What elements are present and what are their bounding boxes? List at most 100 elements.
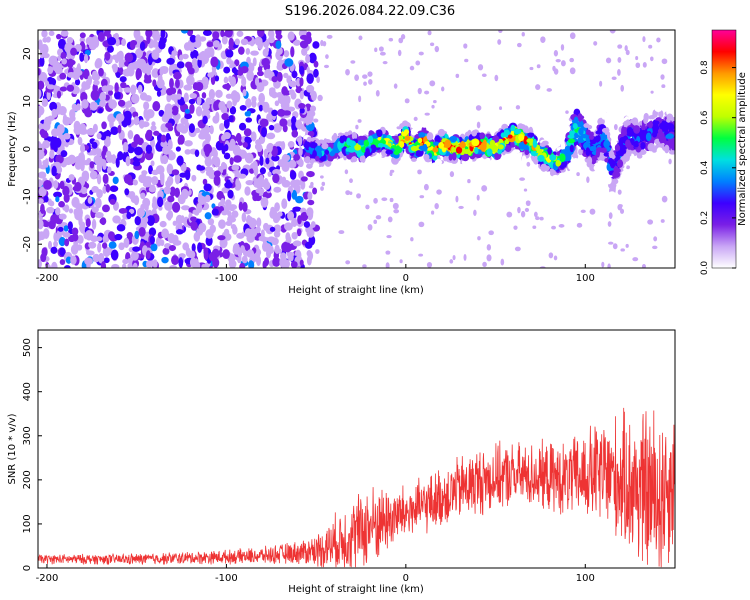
spectrogram-cell	[192, 209, 199, 215]
spectrogram-cell	[244, 136, 250, 144]
spectrogram-cell	[660, 219, 665, 223]
spectrogram-cell	[126, 65, 133, 73]
spectrogram-cell	[188, 123, 195, 134]
spectrogram-cell	[123, 237, 130, 249]
spectrogram-cell	[135, 68, 142, 79]
spectrogram-cell	[55, 233, 60, 241]
spectrogram-cell	[410, 145, 419, 152]
spectrogram-cell	[599, 80, 603, 87]
spectrogram-cell	[300, 176, 308, 182]
spectrogram-cell	[171, 255, 179, 266]
spectrogram-cell	[449, 135, 458, 143]
spectrogram-cell	[652, 130, 658, 138]
spectrogram-cell	[226, 100, 233, 109]
spectrogram-cell	[576, 172, 580, 177]
spectrogram-cell	[310, 181, 314, 187]
spectrogram-cell	[349, 191, 353, 196]
spectrogram-cell	[626, 165, 631, 170]
spectrogram-cell	[64, 265, 71, 268]
spectrogram-cell	[151, 68, 160, 79]
spectrogram-cell	[38, 149, 45, 160]
y-tick-label: 20	[22, 47, 33, 60]
spectrogram-cell	[424, 112, 430, 116]
spectrogram-cell	[74, 181, 82, 192]
spectrogram-cell	[578, 148, 583, 156]
spectrogram-cell	[218, 219, 226, 229]
spectrogram-cell	[418, 132, 426, 138]
spectrogram-cell	[281, 90, 291, 96]
spectrogram-cell	[656, 147, 663, 156]
spectrogram-cell	[608, 212, 613, 220]
spectrogram-cell	[520, 210, 526, 218]
spectrogram-cell	[56, 90, 62, 99]
snr-series-line	[37, 407, 676, 568]
spectrogram-cell	[112, 63, 118, 74]
spectrogram-cell	[86, 157, 92, 164]
spectrogram-cell	[55, 154, 64, 164]
colorbar-tick-label: 0.4	[700, 160, 710, 175]
spectrogram-cell	[277, 108, 286, 117]
y-tick-label: 200	[22, 470, 33, 489]
spectrogram-cell	[287, 211, 295, 221]
spectrogram-cell	[477, 236, 481, 241]
spectrogram-cell	[271, 75, 278, 83]
spectrogram-cell	[662, 121, 671, 127]
spectrogram-cell	[86, 262, 91, 268]
spectrogram-cell	[145, 30, 153, 38]
spectrogram-cell	[80, 161, 85, 172]
spectrogram-cell	[91, 141, 98, 149]
spectrogram-y-label: Frequency (Hz)	[7, 111, 18, 187]
spectrogram-cell	[494, 74, 499, 82]
spectrogram-cell	[130, 93, 140, 104]
y-tick-label: 0	[22, 146, 33, 152]
spectrogram-cell	[161, 256, 169, 264]
spectrogram-cell	[560, 141, 566, 151]
spectrogram-cell	[158, 39, 166, 50]
spectrogram-cell	[629, 166, 636, 172]
spectrogram-cell	[225, 93, 233, 99]
spectrogram-cell	[166, 163, 174, 175]
spectrogram-cell	[145, 250, 151, 260]
spectrogram-cell	[104, 51, 111, 61]
spectrogram-cell	[367, 224, 373, 231]
spectrogram-cell	[111, 154, 117, 165]
spectrogram-cell	[70, 244, 79, 255]
spectrogram-cell	[190, 49, 199, 60]
spectrogram-cell	[558, 224, 565, 228]
spectrogram-cell	[259, 167, 266, 175]
spectrogram-cell	[489, 139, 496, 147]
spectrogram-cell	[368, 78, 373, 85]
spectrogram-cell	[577, 138, 586, 143]
spectrogram-cell	[385, 250, 391, 255]
spectrogram-cell	[313, 68, 319, 78]
spectrogram-cell	[640, 159, 645, 167]
spectrogram-cell	[208, 251, 216, 262]
spectrogram-cell	[461, 159, 469, 166]
spectrogram-cell	[504, 139, 510, 145]
x-tick-label: -200	[36, 573, 59, 584]
spectrogram-cell	[282, 262, 289, 268]
x-tick-label: -100	[215, 273, 238, 284]
spectrogram-cell	[103, 137, 111, 148]
spectrogram-cell	[668, 158, 672, 165]
spectrogram-cell	[133, 195, 140, 206]
spectrogram-cell	[42, 121, 51, 131]
spectrogram-cell	[668, 103, 675, 110]
spectrogram-cell	[642, 61, 647, 68]
spectrogram-cell	[50, 214, 59, 224]
spectrogram-cell	[223, 152, 231, 160]
spectrogram-cell	[625, 139, 631, 148]
spectrogram-cell	[464, 58, 469, 63]
spectrogram-cell	[170, 93, 178, 101]
spectrogram-cell	[196, 202, 203, 214]
spectrogram-cell	[559, 153, 566, 163]
spectrogram-cell	[105, 150, 112, 158]
spectrogram-cell	[324, 149, 330, 155]
spectrogram-cell	[409, 65, 415, 71]
spectrogram-cell	[345, 147, 350, 152]
spectrogram-cell	[229, 106, 237, 115]
spectrogram-cell	[235, 132, 242, 143]
spectrogram-cell	[245, 48, 251, 55]
spectrogram-cell	[236, 30, 244, 37]
